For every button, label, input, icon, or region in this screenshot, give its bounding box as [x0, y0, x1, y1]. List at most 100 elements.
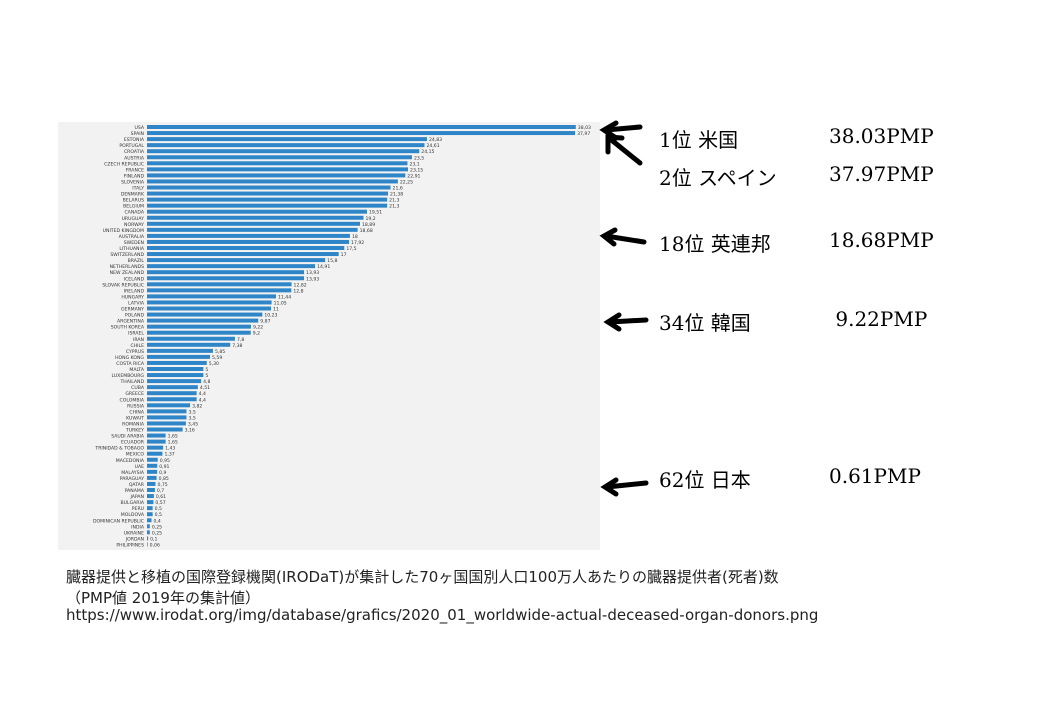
bar	[147, 348, 213, 353]
category-label: COSTA RICA	[116, 361, 145, 367]
value-label: 7,38	[232, 343, 242, 349]
value-label: 0,91	[159, 464, 169, 470]
value-label: 11	[273, 307, 279, 313]
annotation-value: 0.61PMP	[829, 464, 921, 488]
value-label: 9,2	[253, 331, 260, 337]
bar	[147, 306, 272, 311]
category-label: UKRAINE	[124, 530, 144, 536]
bar	[147, 173, 406, 178]
bar	[147, 143, 425, 148]
value-label: 0,7	[157, 488, 164, 494]
bar	[147, 137, 427, 142]
bar	[147, 179, 398, 184]
bar	[147, 167, 409, 172]
annotation-rank: 18位 英連邦	[659, 232, 771, 256]
value-label: 1,65	[168, 440, 178, 446]
bar	[147, 391, 197, 396]
category-label: BELGIUM	[123, 204, 144, 210]
value-label: 5	[205, 373, 208, 379]
bar	[147, 282, 292, 287]
value-label: 0,25	[152, 524, 162, 530]
value-label: 5,59	[212, 355, 222, 361]
bar	[147, 354, 211, 359]
bar	[147, 475, 157, 480]
category-label: SWITZERLAND	[110, 252, 144, 258]
bar	[147, 233, 350, 238]
category-label: PANAMA	[125, 488, 145, 494]
category-label: CHINA	[129, 409, 144, 415]
category-label: POLAND	[125, 313, 145, 319]
bar	[147, 125, 576, 129]
value-label: 0,57	[155, 500, 165, 506]
annotation-rank: 2位 スペイン	[659, 166, 777, 190]
bar	[147, 445, 164, 450]
category-label: ECUADOR	[121, 440, 145, 446]
category-label: HONG KONG	[115, 355, 144, 361]
bar	[147, 506, 153, 511]
category-label: KUWAIT	[126, 415, 144, 421]
category-label: IRELAND	[124, 288, 145, 294]
value-label: 19,51	[369, 210, 382, 216]
bar	[147, 294, 276, 299]
value-label: 19,2	[365, 216, 375, 222]
bar	[147, 209, 367, 214]
value-label: 17	[341, 252, 347, 258]
category-label: CANADA	[124, 210, 144, 216]
bar	[147, 463, 158, 468]
bar	[147, 155, 412, 160]
value-label: 10,23	[264, 313, 277, 319]
bar	[147, 360, 207, 365]
value-label: 15,8	[327, 258, 337, 264]
category-label: INDIA	[131, 524, 145, 530]
arrow-icon	[600, 477, 619, 497]
category-label: GREECE	[125, 391, 144, 397]
category-label: AUSTRALIA	[119, 234, 145, 240]
value-label: 38,03	[578, 125, 591, 131]
value-label: 12,8	[293, 288, 303, 294]
value-label: 17,5	[346, 246, 356, 252]
value-label: 11,44	[278, 294, 291, 300]
bar	[147, 530, 150, 535]
category-label: PERU	[132, 506, 144, 512]
bar	[147, 288, 292, 293]
value-label: 3,82	[192, 403, 202, 409]
bar	[147, 367, 204, 371]
category-label: COLOMBIA	[120, 397, 145, 403]
value-label: 1,37	[164, 452, 174, 458]
bar	[147, 149, 420, 154]
category-label: FRANCE	[126, 167, 144, 173]
category-label: BELARUS	[123, 198, 144, 204]
category-label: GERMANY	[121, 307, 144, 313]
category-label: HUNGARY	[121, 294, 144, 300]
value-label: 14,91	[317, 264, 330, 270]
arrow-icon	[607, 317, 649, 325]
value-label: 18,89	[362, 222, 375, 228]
value-label: 9,22	[253, 325, 263, 331]
category-label: SWEDEN	[124, 240, 144, 246]
bar	[147, 300, 272, 305]
category-label: ISRAEL	[128, 331, 144, 337]
arrow-icon	[604, 480, 649, 490]
category-label: PARAGUAY	[120, 476, 144, 482]
category-label: MEXICO	[126, 452, 145, 458]
bar	[147, 221, 360, 226]
bar	[147, 433, 166, 438]
caption-url[interactable]: https://www.irodat.org/img/database/graf…	[66, 606, 819, 624]
value-label: 4,51	[200, 385, 210, 391]
value-label: 23,15	[410, 167, 423, 173]
value-label: 3,45	[188, 421, 198, 427]
value-label: 18	[352, 234, 358, 240]
category-label: DENMARK	[121, 192, 145, 198]
category-label: MALTA	[129, 367, 144, 373]
value-label: 3,16	[185, 428, 195, 434]
bar	[147, 397, 197, 402]
bar	[147, 488, 155, 492]
bar	[147, 324, 251, 329]
value-label: 0,1	[150, 536, 157, 542]
annotation-rank: 34位 韓国	[659, 311, 751, 335]
category-label: QATAR	[129, 482, 145, 488]
bar	[147, 318, 259, 323]
value-label: 37,97	[577, 131, 590, 137]
category-label: ESTONIA	[124, 137, 145, 143]
value-label: 9,87	[260, 319, 270, 325]
